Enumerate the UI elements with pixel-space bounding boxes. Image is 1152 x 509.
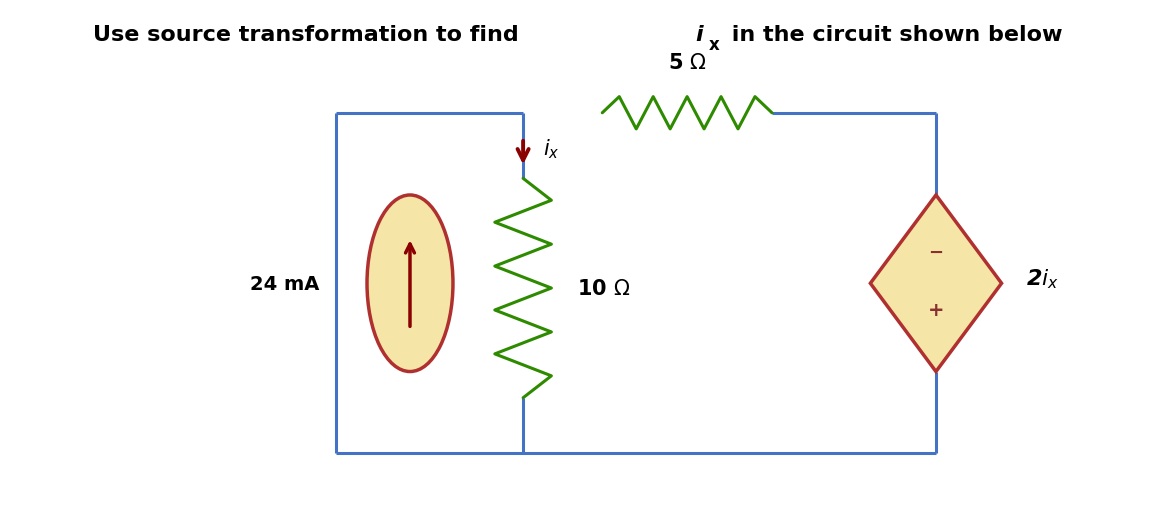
Text: −: −	[929, 244, 943, 262]
Text: Use source transformation to find: Use source transformation to find	[93, 25, 526, 45]
Ellipse shape	[367, 195, 453, 372]
Text: $i_x$: $i_x$	[544, 137, 560, 161]
Text: in the circuit shown below: in the circuit shown below	[725, 25, 1063, 45]
Text: x: x	[708, 36, 719, 53]
Text: +: +	[927, 301, 945, 320]
Polygon shape	[871, 195, 1001, 372]
Text: 5 $\Omega$: 5 $\Omega$	[668, 53, 706, 73]
Text: i: i	[695, 25, 703, 45]
Text: 10 $\Omega$: 10 $\Omega$	[577, 278, 631, 298]
Text: 24 mA: 24 mA	[250, 274, 319, 293]
Text: 2$i_x$: 2$i_x$	[1026, 267, 1060, 291]
